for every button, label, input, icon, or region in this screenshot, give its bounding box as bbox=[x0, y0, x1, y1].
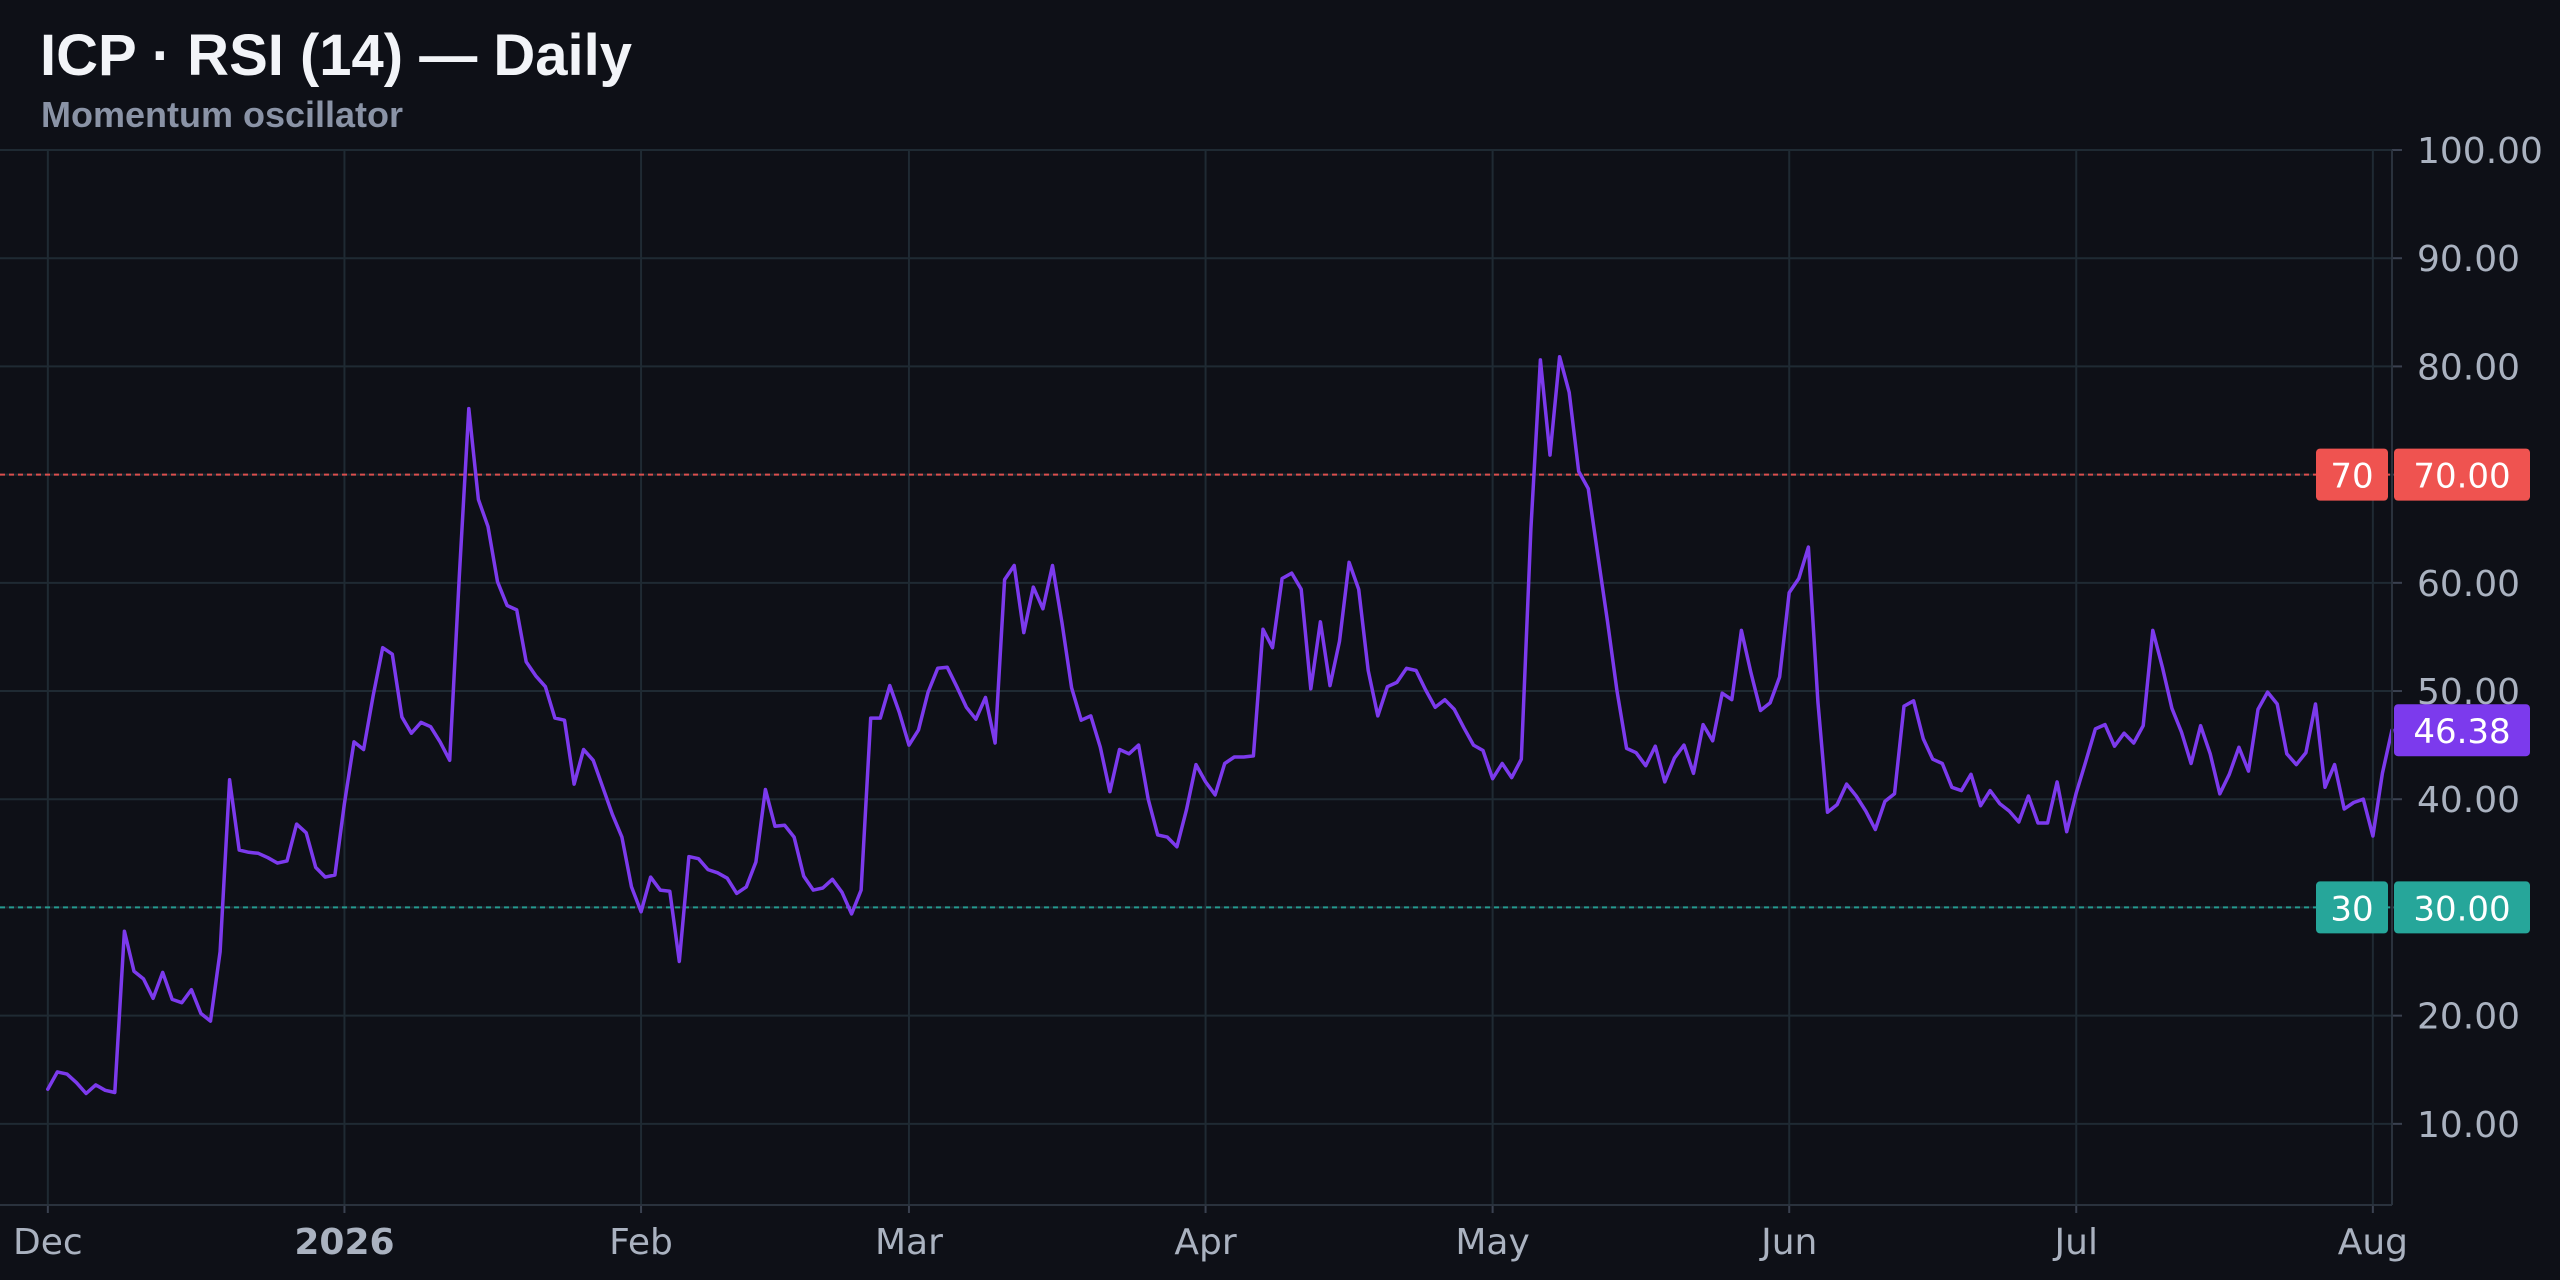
chart-subtitle: Momentum oscillator bbox=[41, 94, 404, 135]
x-tick-label: 2026 bbox=[294, 1222, 394, 1263]
chart-title: ICP · RSI (14) — Daily bbox=[40, 23, 632, 88]
y-tick-label: 40.00 bbox=[2417, 780, 2520, 821]
axis-layer: 10.0020.0030.0040.0050.0060.0070.0080.00… bbox=[0, 131, 2543, 1263]
current-value-label: 46.38 bbox=[2413, 712, 2510, 752]
badge-layer: 70 70.00 30 30.00 46.38 bbox=[2316, 448, 2530, 934]
x-tick-label: Aug bbox=[2338, 1222, 2408, 1263]
x-tick-label: Apr bbox=[1174, 1222, 1236, 1263]
y-tick-label: 60.00 bbox=[2417, 564, 2520, 605]
x-tick-label: Jun bbox=[1759, 1222, 1817, 1263]
y-tick-label: 10.00 bbox=[2417, 1105, 2520, 1146]
level-lines-layer bbox=[0, 473, 2392, 909]
level-badge-label: 30 bbox=[2330, 889, 2373, 929]
axis-level-badge bbox=[2394, 881, 2530, 934]
x-tick-label: Dec bbox=[13, 1222, 83, 1263]
x-tick-label: Jul bbox=[2053, 1222, 2098, 1263]
level-badge bbox=[2316, 881, 2388, 934]
current-value-badge bbox=[2394, 704, 2530, 757]
x-tick-label: Feb bbox=[609, 1222, 673, 1263]
axis-level-badge bbox=[2394, 448, 2530, 501]
y-tick-label: 90.00 bbox=[2417, 239, 2520, 280]
axis-level-badge-label: 30.00 bbox=[2413, 889, 2510, 929]
level-badge-label: 70 bbox=[2330, 457, 2373, 497]
x-tick-label: Mar bbox=[875, 1222, 943, 1263]
rsi-line bbox=[46, 354, 2394, 1096]
y-tick-label: 20.00 bbox=[2417, 997, 2520, 1038]
level-badge bbox=[2316, 448, 2388, 501]
series-layer bbox=[46, 354, 2394, 1096]
y-tick-label: 100.00 bbox=[2417, 131, 2543, 172]
x-tick-label: May bbox=[1455, 1222, 1529, 1263]
axis-level-badge-label: 70.00 bbox=[2413, 457, 2510, 497]
y-tick-label: 80.00 bbox=[2417, 347, 2520, 388]
grid-layer bbox=[0, 149, 2392, 1205]
